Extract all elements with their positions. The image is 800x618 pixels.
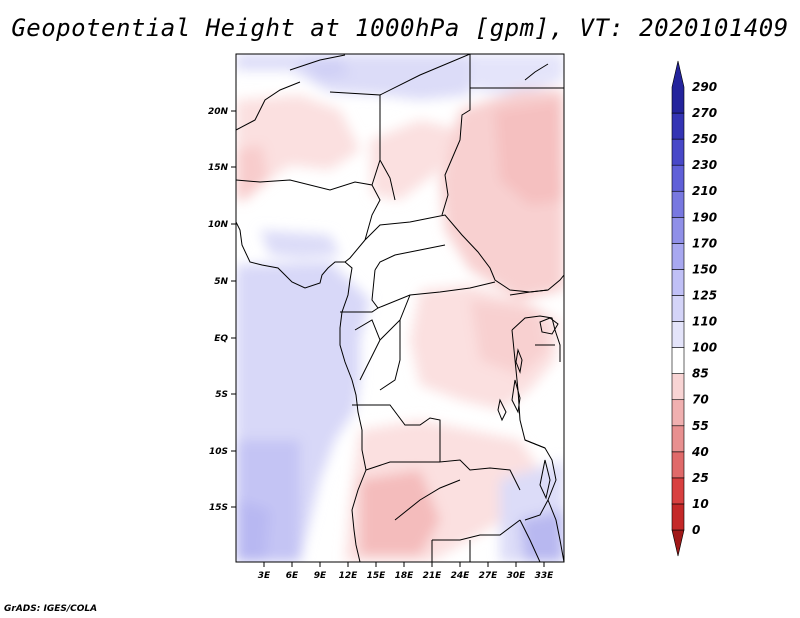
- colorbar-cell: [671, 190, 685, 218]
- colorbar-level-label: 0: [692, 523, 700, 537]
- height-field: [236, 54, 564, 562]
- map-title: Geopotential Height at 1000hPa [gpm], VT…: [11, 14, 789, 42]
- colorbar-level-label: 270: [692, 106, 717, 120]
- colorbar-cell: [671, 60, 685, 114]
- colorbar-cell: [671, 529, 685, 557]
- lat-tick-label: 5S: [215, 390, 228, 400]
- colorbar-cell: [671, 321, 685, 348]
- colorbar-cell: [671, 399, 685, 427]
- lon-tick-label: 24E: [451, 571, 471, 581]
- lat-tick-label: 15N: [208, 163, 229, 173]
- colorbar-level-label: 250: [692, 132, 717, 146]
- colorbar-level-label: 190: [692, 210, 717, 224]
- colorbar-level-label: 10: [692, 497, 709, 511]
- colorbar-cell: [671, 451, 685, 479]
- lon-tick-label: 30E: [507, 571, 527, 581]
- colorbar-cell: [671, 138, 685, 166]
- lon-axis: 3E 6E 9E 12E 15E 18E 21E 24E 27E 30E 33E: [258, 562, 554, 581]
- colorbar-level-label: 55: [692, 419, 709, 433]
- lat-tick-label: 5N: [214, 277, 228, 287]
- colorbar-level-label: 125: [692, 288, 717, 302]
- lat-tick-label: 15S: [209, 503, 228, 513]
- colorbar-level-label: 150: [692, 262, 717, 276]
- lon-tick-label: 15E: [367, 571, 387, 581]
- colorbar-cell: [671, 216, 685, 244]
- colorbar-level-label: 40: [691, 445, 709, 459]
- colorbar-cell: [671, 164, 685, 192]
- colorbar-level-label: 170: [692, 236, 717, 250]
- lon-tick-label: 9E: [314, 571, 327, 581]
- colorbar: 0 10 25 40 55 70 85 100 110 125 150 170 190 210 230 250…: [671, 60, 717, 557]
- lon-tick-label: 21E: [423, 571, 443, 581]
- lat-tick-label: 20N: [208, 107, 229, 117]
- colorbar-cell: [671, 373, 685, 401]
- colorbar-cell: [671, 503, 685, 531]
- lon-tick-label: 6E: [286, 571, 299, 581]
- colorbar-cell: [671, 269, 685, 296]
- colorbar-cell: [671, 477, 685, 505]
- lon-tick-label: 3E: [258, 571, 271, 581]
- colorbar-level-label: 290: [692, 80, 717, 94]
- colorbar-level-label: 100: [692, 341, 717, 355]
- lon-tick-label: 27E: [479, 571, 499, 581]
- lon-tick-label: 33E: [535, 571, 555, 581]
- colorbar-level-label: 25: [692, 471, 709, 485]
- colorbar-level-label: 70: [692, 393, 709, 407]
- colorbar-level-label: 110: [692, 315, 717, 329]
- colorbar-cell: [671, 112, 685, 140]
- colorbar-cell: [671, 295, 685, 322]
- grads-credit: GrADS: IGES/COLA: [4, 604, 98, 614]
- map-frame: [235, 53, 565, 563]
- colorbar-cell: [671, 425, 685, 453]
- lat-axis: 20N 15N 10N 5N EQ 5S 10S 15S: [208, 107, 236, 513]
- coastlines-borders: [236, 54, 564, 562]
- colorbar-level-label: 85: [692, 367, 709, 381]
- lat-tick-label: 10N: [208, 220, 229, 230]
- colorbar-level-label: 230: [692, 158, 717, 172]
- colorbar-level-label: 210: [692, 184, 717, 198]
- lon-tick-label: 18E: [395, 571, 415, 581]
- lat-tick-label: 10S: [209, 447, 228, 457]
- colorbar-cell: [671, 243, 685, 270]
- lon-tick-label: 12E: [339, 571, 359, 581]
- lat-tick-label: EQ: [214, 334, 228, 344]
- colorbar-cell: [671, 347, 685, 374]
